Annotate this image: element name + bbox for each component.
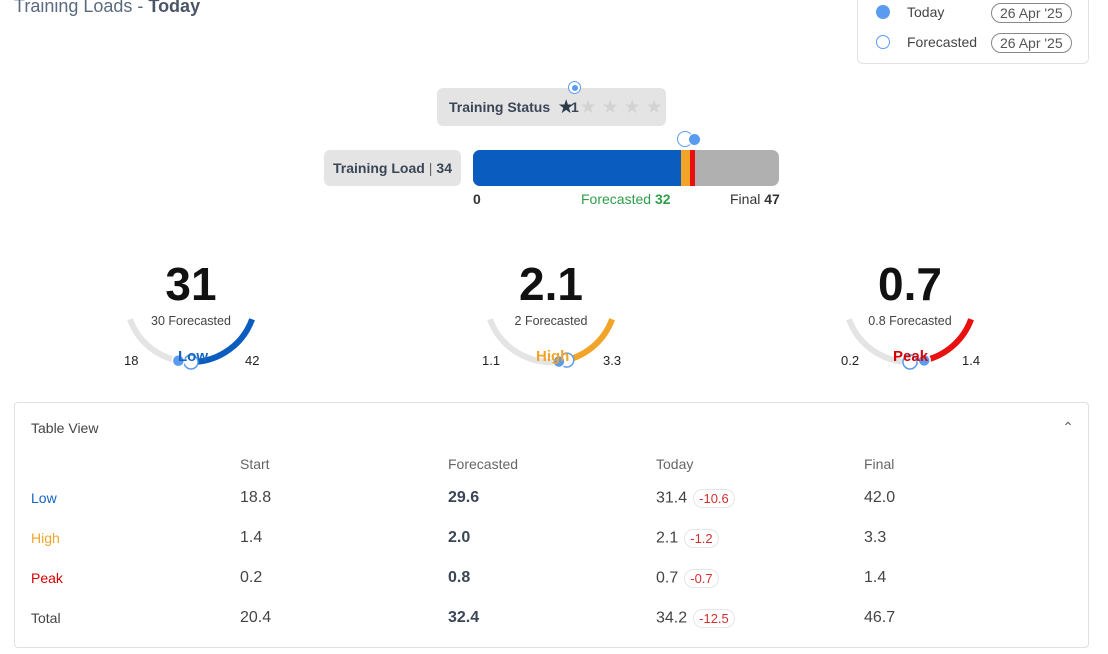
page-title: Training Loads - Today <box>14 0 200 17</box>
cell-low-delta: -10.6 <box>693 489 735 508</box>
training-load-value: 34 <box>436 160 452 176</box>
star-icon: ★ <box>557 96 575 118</box>
load-forecast-label: Forecasted 32 <box>581 191 671 207</box>
cell-total-forecasted: 32.4 <box>448 609 480 626</box>
load-today-marker <box>688 133 702 146</box>
gauge-peak-max: 1.4 <box>962 353 981 368</box>
row-label-high: High <box>31 530 60 546</box>
status-today-marker <box>571 84 579 92</box>
legend-forecasted-date: 26 Apr '25 <box>991 33 1072 53</box>
cell-total-delta: -12.5 <box>693 609 735 628</box>
cell-low-start: 18.8 <box>240 489 272 506</box>
gauge-low-min: 18 <box>124 353 139 368</box>
bar-segment-excess <box>681 150 691 186</box>
cell-total-final: 46.7 <box>864 609 896 626</box>
gauge-peak-value: 0.7 <box>878 258 942 310</box>
cell-low-today: 31.4 -10.6 <box>656 489 735 508</box>
status-stars: ★ ★ ★ ★ ★ <box>555 98 665 117</box>
load-final-label: Final 47 <box>730 191 780 207</box>
title-prefix: Training Loads - <box>14 0 149 16</box>
load-final-value: 47 <box>764 191 780 207</box>
load-forecast-text: Forecasted <box>581 191 652 207</box>
cell-low-forecasted: 29.6 <box>448 489 480 506</box>
star-icon: ★ <box>623 96 641 118</box>
row-label-total: Total <box>31 610 61 626</box>
gauge-high-forecast: 2 Forecasted <box>514 314 588 328</box>
row-label-low: Low <box>31 490 57 506</box>
legend-panel: Today 26 Apr '25 Forecasted 26 Apr '25 <box>857 0 1089 64</box>
row-label-peak: Peak <box>31 570 63 586</box>
cell-high-today-value: 2.1 <box>656 529 679 547</box>
star-icon: ★ <box>645 96 663 118</box>
table-view-panel: Table View ⌃ Start Forecasted Today Fina… <box>14 402 1089 648</box>
gauge-peak-forecast: 0.8 Forecasted <box>868 314 952 328</box>
training-load-label-box: Training Load | 34 <box>324 150 461 186</box>
gauge-high-value: 2.1 <box>519 258 583 310</box>
cell-low-final: 42.0 <box>864 489 896 506</box>
gauge-low-zone: Low <box>178 348 208 365</box>
gauge-low-arc <box>127 318 255 370</box>
legend-today-date: 26 Apr '25 <box>991 3 1072 23</box>
gauge-peak-min: 0.2 <box>841 353 860 368</box>
training-load-label: Training Load <box>333 160 425 176</box>
cell-high-start: 1.4 <box>240 529 263 546</box>
cell-peak-forecasted: 0.8 <box>448 569 471 586</box>
cell-total-today: 34.2 -12.5 <box>656 609 735 628</box>
gauge-high-min: 1.1 <box>482 353 501 368</box>
gauge-today-marker <box>171 354 186 368</box>
gauge-today-marker <box>552 354 566 369</box>
col-header-start: Start <box>240 456 270 472</box>
star-icon: ★ <box>601 96 619 118</box>
training-status-value: 1 <box>571 99 579 115</box>
cell-peak-delta: -0.7 <box>684 569 719 588</box>
cell-high-final: 3.3 <box>864 529 887 546</box>
legend-forecasted: Forecasted <box>876 31 977 53</box>
gauge-peak-zone: Peak <box>893 348 929 365</box>
gauge-high-arc <box>487 318 615 369</box>
legend-today: Today <box>876 1 944 23</box>
gauge-forecast-marker <box>902 354 918 370</box>
col-header-final: Final <box>864 456 895 472</box>
gauge-peak: 0.7 0.8 Forecasted 0.2 Peak 1.4 <box>840 227 1000 387</box>
cell-peak-today: 0.7 -0.7 <box>656 569 719 588</box>
gauge-low-value: 31 <box>165 258 217 310</box>
bar-segment-forecast <box>473 150 682 186</box>
cell-high-forecasted: 2.0 <box>448 529 471 546</box>
cell-total-start: 20.4 <box>240 609 272 626</box>
cell-peak-start: 0.2 <box>240 569 263 586</box>
training-status: Training Status ★ ★ ★ ★ ★ 1 <box>437 88 666 126</box>
gauge-high: 2.1 2 Forecasted 1.1 High 3.3 <box>481 227 641 387</box>
cell-low-today-value: 31.4 <box>656 489 688 507</box>
cell-peak-today-value: 0.7 <box>656 569 679 587</box>
load-forecast-value: 32 <box>654 191 671 207</box>
col-header-today: Today <box>656 456 694 472</box>
col-header-forecasted: Forecasted <box>448 456 519 472</box>
gauge-low: 31 30 Forecasted 18 Low 42 <box>121 227 281 387</box>
gauge-peak-arc <box>846 318 974 370</box>
title-strong: Today <box>148 0 201 16</box>
load-min-label: 0 <box>473 191 481 207</box>
training-status-label: Training Status <box>449 99 551 115</box>
gauge-high-zone: High <box>536 348 570 365</box>
load-final-text: Final <box>730 191 761 207</box>
cell-high-today: 2.1 -1.2 <box>656 529 719 548</box>
today-dot-icon <box>876 5 890 19</box>
star-icon: ★ <box>579 96 597 118</box>
gauge-low-max: 42 <box>245 353 260 368</box>
legend-today-label: Today <box>907 4 945 20</box>
table-view-title: Table View <box>31 420 99 436</box>
training-load-separator: | <box>428 160 433 176</box>
gauge-fill <box>924 318 974 363</box>
chevron-up-icon[interactable]: ⌃ <box>1062 419 1074 435</box>
legend-forecasted-label: Forecasted <box>907 34 978 50</box>
cell-peak-final: 1.4 <box>864 569 887 586</box>
gauge-low-forecast: 30 Forecasted <box>151 314 231 328</box>
cell-high-delta: -1.2 <box>684 529 719 548</box>
forecast-dot-icon <box>876 35 890 49</box>
gauge-today-marker <box>917 353 931 368</box>
bar-segment-today <box>690 150 696 186</box>
training-load-bar <box>473 150 779 186</box>
gauge-high-max: 3.3 <box>603 353 622 368</box>
cell-total-today-value: 34.2 <box>656 609 688 627</box>
